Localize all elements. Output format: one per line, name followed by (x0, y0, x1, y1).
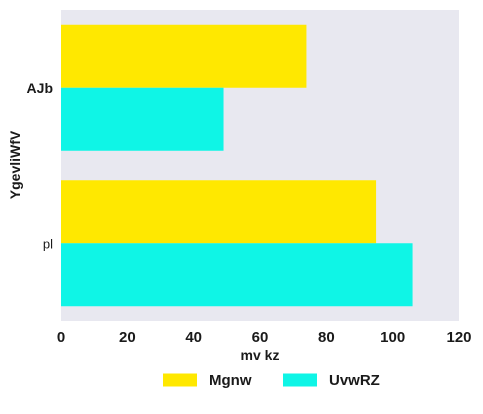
x-tick-label-120: 120 (446, 329, 471, 346)
bar-Mgnw-AJb (61, 24, 307, 88)
x-axis-label: mv kz (241, 347, 280, 363)
bars-layer (61, 24, 413, 307)
category-label-pl: pl (43, 236, 53, 251)
legend-swatch-Mgnw (163, 373, 197, 387)
y-axis-label: YgevliWfV (7, 130, 23, 199)
bar-UvwRZ-pl (61, 243, 413, 307)
x-tick-label-60: 60 (252, 329, 269, 346)
x-tick-label-0: 0 (57, 329, 65, 346)
y-axis-categories: AJb pl (27, 80, 54, 252)
bar-Mgnw-pl (61, 180, 377, 244)
x-axis-ticks: 0 20 40 60 80 100 120 (57, 329, 472, 346)
category-label-AJb: AJb (27, 80, 53, 96)
x-tick-label-40: 40 (185, 329, 202, 346)
x-tick-label-20: 20 (119, 329, 136, 346)
legend-swatch-UvwRZ (283, 373, 317, 387)
legend-label-Mgnw: Mgnw (209, 372, 252, 389)
x-tick-label-80: 80 (318, 329, 335, 346)
bar-UvwRZ-AJb (61, 87, 224, 151)
x-tick-label-100: 100 (380, 329, 405, 346)
legend: Mgnw UvwRZ (163, 372, 380, 389)
legend-label-UvwRZ: UvwRZ (329, 372, 380, 389)
